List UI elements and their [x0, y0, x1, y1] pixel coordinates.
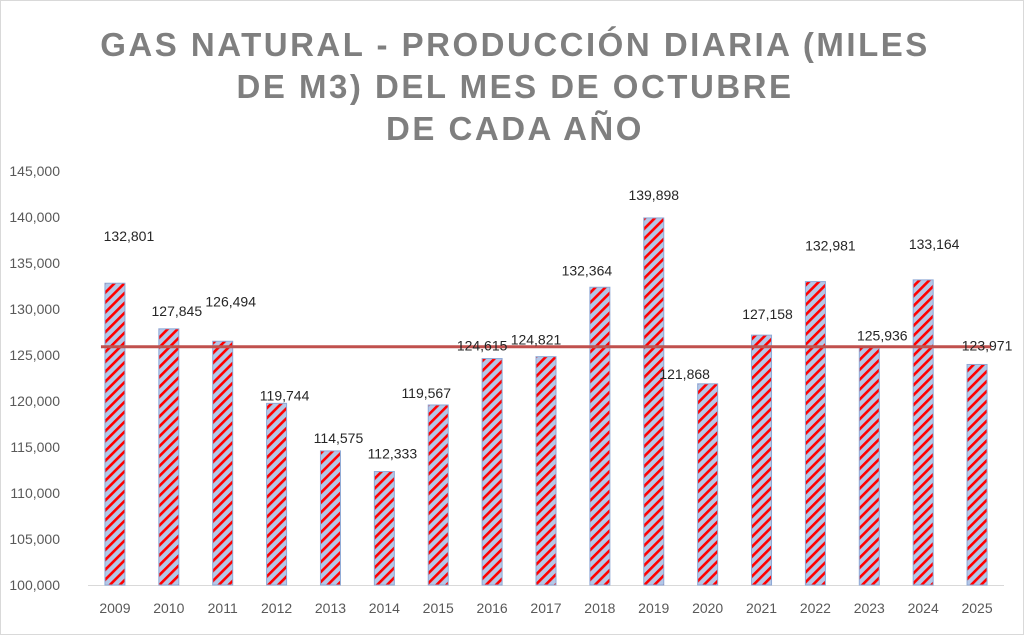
- chart-title-line-2: DE M3) DEL MES DE OCTUBRE: [237, 68, 794, 105]
- y-tick-label: 120,000: [9, 393, 60, 409]
- data-label-2024: 133,164: [909, 236, 960, 252]
- y-tick-label: 140,000: [9, 209, 60, 225]
- x-tick-label: 2013: [315, 600, 346, 616]
- data-label-2023: 125,936: [857, 327, 908, 343]
- data-label-2010: 127,845: [152, 303, 203, 319]
- x-tick-label: 2022: [800, 600, 831, 616]
- bar-2021: [751, 334, 773, 586]
- data-label-2016: 124,615: [457, 338, 508, 354]
- y-tick-label: 125,000: [9, 347, 60, 363]
- x-tick-label: 2015: [423, 600, 454, 616]
- x-tick-label: 2020: [692, 600, 723, 616]
- x-tick-label: 2016: [477, 600, 508, 616]
- x-tick-label: 2025: [961, 600, 992, 616]
- data-label-2020: 121,868: [659, 366, 710, 382]
- y-tick-label: 115,000: [10, 439, 60, 455]
- bar-2012: [266, 402, 288, 586]
- x-tick-label: 2023: [854, 600, 885, 616]
- x-tick-label: 2011: [208, 600, 238, 616]
- bar-2018: [589, 286, 611, 586]
- bar-2023: [858, 345, 880, 586]
- chart-title-line-1: GAS NATURAL - PRODUCCIÓN DIARIA (MILES: [100, 26, 930, 63]
- data-label-2019: 139,898: [628, 187, 679, 203]
- bar-2011: [212, 340, 234, 586]
- bar-2014: [373, 471, 395, 586]
- bar-2019: [643, 217, 665, 586]
- data-label-2014: 112,333: [368, 446, 418, 462]
- bar-2025: [966, 363, 988, 586]
- data-label-2017: 124,821: [511, 332, 562, 348]
- x-tick-label: 2018: [584, 600, 615, 616]
- x-tick-label: 2014: [369, 600, 400, 616]
- bar-2024: [912, 279, 934, 586]
- y-tick-label: 105,000: [9, 531, 60, 547]
- chart-title-line-3: DE CADA AÑO: [386, 110, 644, 147]
- data-label-2025: 123,971: [962, 337, 1013, 353]
- data-label-2022: 132,981: [805, 238, 856, 254]
- data-label-2015: 119,567: [401, 385, 451, 401]
- bar-2016: [481, 358, 503, 586]
- x-tick-label: 2024: [908, 600, 939, 616]
- x-tick-label: 2017: [530, 600, 561, 616]
- y-tick-label: 100,000: [9, 577, 60, 593]
- bar-2020: [697, 383, 719, 586]
- y-tick-label: 110,000: [10, 485, 60, 501]
- x-tick-label: 2019: [638, 600, 669, 616]
- bar-2022: [804, 281, 826, 586]
- y-tick-label: 145,000: [9, 163, 60, 179]
- bar-2010: [158, 328, 180, 586]
- data-label-2009: 132,801: [104, 228, 155, 244]
- x-tick-label: 2012: [261, 600, 292, 616]
- data-label-2021: 127,158: [742, 306, 793, 322]
- x-tick-label: 2009: [99, 600, 130, 616]
- x-tick-label: 2021: [746, 600, 777, 616]
- bar-2015: [427, 404, 449, 586]
- y-tick-label: 130,000: [9, 301, 60, 317]
- data-label-2013: 114,575: [314, 430, 364, 446]
- bar-2017: [535, 356, 557, 586]
- data-label-2012: 119,744: [260, 387, 310, 403]
- data-label-2011: 126,494: [205, 293, 256, 309]
- data-label-2018: 132,364: [562, 262, 613, 278]
- bar-2009: [104, 282, 126, 586]
- x-tick-label: 2010: [153, 600, 184, 616]
- y-tick-label: 135,000: [9, 255, 60, 271]
- bar-2013: [319, 450, 341, 586]
